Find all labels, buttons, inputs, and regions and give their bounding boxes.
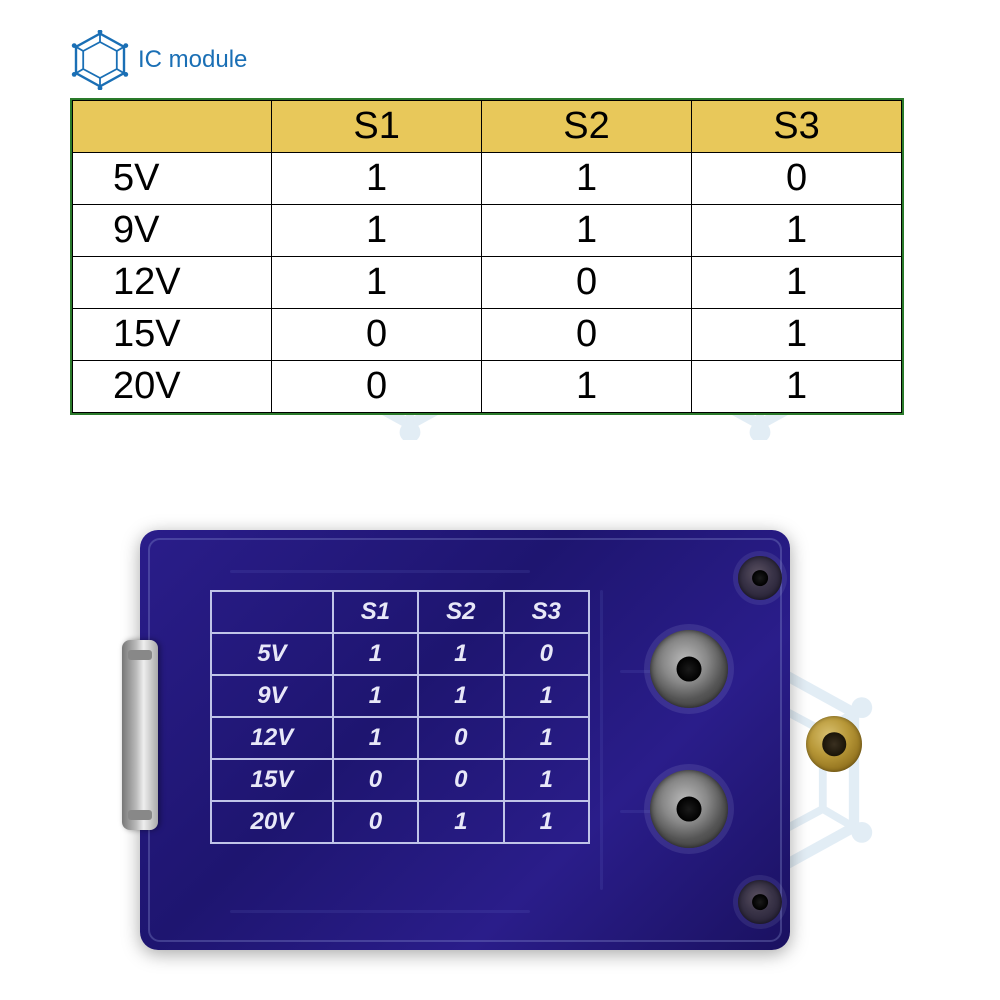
table-row: 5V110 (73, 153, 902, 205)
pcb-table-cell: 0 (504, 633, 589, 675)
table-cell: 0 (272, 309, 482, 361)
pcb-table-cell: 1 (504, 759, 589, 801)
pcb-table-cell: 1 (504, 675, 589, 717)
table-cell: 1 (482, 361, 692, 413)
pcb-table-row: 5V110 (211, 633, 589, 675)
pcb-table-cell: 1 (504, 717, 589, 759)
pcb-table-row: 12V101 (211, 717, 589, 759)
table-cell: 1 (692, 309, 902, 361)
pcb-table-cell: 1 (418, 801, 503, 843)
table-cell: 1 (482, 153, 692, 205)
table-row: 20V011 (73, 361, 902, 413)
pcb-row-label: 20V (211, 801, 333, 843)
table-header-s2: S2 (482, 101, 692, 153)
pcb-row-label: 5V (211, 633, 333, 675)
pcb-row-label: 9V (211, 675, 333, 717)
table-header-s3: S3 (692, 101, 902, 153)
pcb-table-cell: 1 (333, 633, 418, 675)
table-cell: 0 (482, 257, 692, 309)
pcb-header-s3: S3 (504, 591, 589, 633)
table-row-label: 9V (73, 205, 272, 257)
table-row-label: 20V (73, 361, 272, 413)
pcb-header-s2: S2 (418, 591, 503, 633)
table-row-label: 5V (73, 153, 272, 205)
pcb-table-cell: 0 (333, 801, 418, 843)
table-cell: 1 (272, 153, 482, 205)
pcb-table-cell: 0 (333, 759, 418, 801)
table-row: 15V001 (73, 309, 902, 361)
pcb-table-cell: 1 (418, 675, 503, 717)
table-header-blank (73, 101, 272, 153)
table-cell: 0 (692, 153, 902, 205)
table-cell: 0 (482, 309, 692, 361)
pcb-table-row: 15V001 (211, 759, 589, 801)
table-row: 12V101 (73, 257, 902, 309)
pcb-row-label: 15V (211, 759, 333, 801)
table-header-row: S1 S2 S3 (73, 101, 902, 153)
table-row-label: 12V (73, 257, 272, 309)
pcb-table-cell: 1 (504, 801, 589, 843)
table-header-s1: S1 (272, 101, 482, 153)
vout-pad-top (650, 630, 728, 708)
pcb-table-cell: 1 (333, 675, 418, 717)
pcb-table-cell: 1 (418, 633, 503, 675)
table-row: 9V111 (73, 205, 902, 257)
config-table: S1 S2 S3 5V1109V11112V10115V00120V011 (70, 98, 904, 415)
pcb-silkscreen-table: S1 S2 S3 5V1109V11112V10115V00120V011 (210, 590, 590, 844)
pcb-table-cell: 0 (418, 717, 503, 759)
pcb-table-row: 20V011 (211, 801, 589, 843)
brand-name: IC module (138, 46, 247, 74)
mount-hole-tr (738, 556, 782, 600)
vout-pad-bottom (650, 770, 728, 848)
brand-logo: IC module (70, 30, 247, 90)
table-cell: 1 (272, 205, 482, 257)
pcb-row-label: 12V (211, 717, 333, 759)
pcb-photo: S1 S2 S3 5V1109V11112V10115V00120V011 (70, 530, 890, 960)
mount-hole-br (738, 880, 782, 924)
table-cell: 1 (692, 205, 902, 257)
pcb-header-s1: S1 (333, 591, 418, 633)
table-cell: 1 (692, 361, 902, 413)
table-row-label: 15V (73, 309, 272, 361)
pcb-header-blank (211, 591, 333, 633)
pcb-table-cell: 0 (418, 759, 503, 801)
pcb-board: S1 S2 S3 5V1109V11112V10115V00120V011 (140, 530, 790, 950)
pcb-table-cell: 1 (333, 717, 418, 759)
pcb-table-row: 9V111 (211, 675, 589, 717)
table-cell: 1 (272, 257, 482, 309)
usb-c-connector-icon (122, 640, 158, 830)
table-cell: 1 (692, 257, 902, 309)
hex-logo-icon (70, 30, 130, 90)
table-cell: 1 (482, 205, 692, 257)
board-edge-pad (806, 716, 862, 772)
table-cell: 0 (272, 361, 482, 413)
